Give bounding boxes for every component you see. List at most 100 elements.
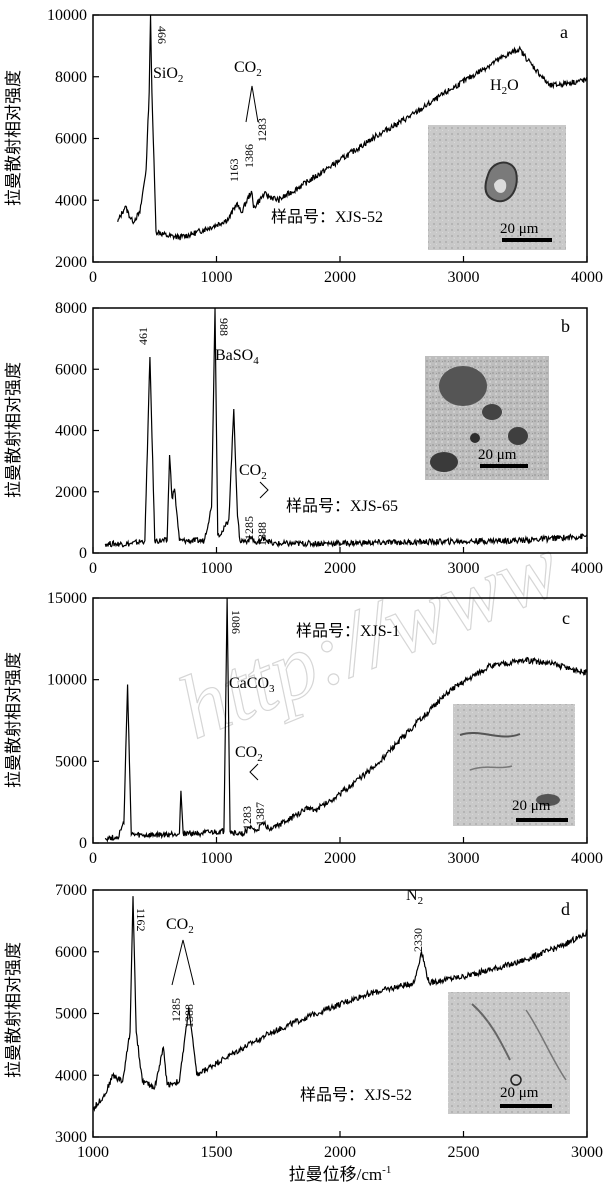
micrograph-d: 20 μm — [448, 992, 570, 1114]
x-tick-label: 3000 — [571, 1144, 603, 1161]
plot-frame-a — [92, 14, 588, 263]
compound-sio2: SiO2 — [153, 65, 183, 85]
peak-label-1283-c: 1283 — [240, 806, 254, 830]
peak-label-1386: 1386 — [242, 144, 256, 168]
scale-bar-label-b: 20 μm — [478, 447, 517, 463]
panel-letter-d: d — [561, 899, 570, 919]
y-ticks-a: 2000 4000 6000 8000 10000 — [47, 7, 99, 271]
co2-pointer-b — [259, 481, 269, 499]
co2-pointer-c — [249, 763, 259, 781]
panel-letter-c: c — [562, 608, 570, 628]
y-tick-label: 6000 — [55, 361, 87, 378]
panel-c: 拉曼散射相对强度 0 5000 10000 15000 0 1000 2000 3000 40… — [4, 590, 603, 867]
y-tick-label: 6000 — [55, 944, 87, 961]
peak-label-1387: 1387 — [253, 802, 267, 826]
co2-pointer-a — [245, 85, 259, 123]
plot-frame-c — [92, 597, 588, 844]
y-tick-label: 7000 — [55, 882, 87, 899]
peak-label-1163: 1163 — [227, 158, 241, 182]
y-axis-label-b: 拉曼散射相对强度 — [4, 362, 23, 498]
y-tick-label: 4000 — [55, 192, 87, 209]
x-tick-label: 4000 — [571, 560, 603, 577]
peak-label-1162: 1162 — [134, 908, 148, 932]
x-tick-label: 1000 — [77, 1144, 109, 1161]
plot-frame-b — [92, 307, 588, 554]
y-tick-label: 5000 — [55, 1006, 87, 1023]
compound-n2: N2 — [406, 887, 423, 907]
y-tick-label: 10000 — [47, 672, 87, 689]
micrograph-b: 20 μm — [425, 356, 549, 480]
sample-label-a: 样品号：XJS-52 — [271, 208, 383, 226]
y-axis-label-d: 拉曼散射相对强度 — [4, 942, 23, 1078]
micrograph-c: 20 μm — [453, 704, 575, 826]
panel-d: 拉曼散射相对强度 3000 4000 5000 6000 7000 1000 1500 20… — [4, 882, 603, 1184]
peak-label-1388: 1388 — [255, 522, 269, 546]
panel-letter-b: b — [561, 316, 570, 336]
peak-label-1285: 1285 — [242, 516, 256, 540]
co2-pointer-d — [171, 939, 195, 986]
peak-label-1283: 1283 — [255, 118, 269, 142]
y-tick-label: 15000 — [47, 590, 87, 607]
y-ticks-c: 0 5000 10000 15000 — [47, 590, 99, 852]
x-tick-label: 4000 — [571, 850, 603, 867]
x-ticks-c: 0 1000 2000 3000 4000 — [89, 837, 603, 867]
x-tick-label: 1500 — [201, 1144, 233, 1161]
compound-baso4: BaSO4 — [215, 347, 259, 367]
compound-co2-a: CO2 — [234, 59, 262, 79]
compound-h2o: H2O — [490, 77, 519, 97]
peak-label-1388-d: 1388 — [182, 1004, 196, 1028]
y-ticks-b: 0 2000 4000 6000 8000 — [55, 300, 99, 562]
scale-bar-label-c: 20 μm — [512, 798, 551, 814]
y-tick-label: 2000 — [55, 484, 87, 501]
plot-frame-d — [92, 889, 588, 1138]
x-tick-label: 2500 — [448, 1144, 480, 1161]
y-axis-label-a: 拉曼散射相对强度 — [4, 70, 23, 206]
panel-letter-a: a — [560, 22, 568, 42]
spectrum-line-b — [104, 307, 588, 548]
x-tick-label: 2000 — [324, 269, 356, 286]
x-tick-label: 2000 — [324, 850, 356, 867]
x-ticks-d: 1000 1500 2000 2500 3000 — [77, 1131, 603, 1161]
y-tick-label: 5000 — [55, 753, 87, 770]
y-axis-label-c: 拉曼散射相对强度 — [4, 652, 23, 788]
x-ticks-b: 0 1000 2000 3000 4000 — [89, 547, 603, 577]
x-ticks-a: 0 1000 2000 3000 4000 — [89, 256, 603, 286]
scale-bar-label-a: 20 μm — [500, 221, 539, 237]
y-tick-label: 8000 — [55, 69, 87, 86]
x-tick-label: 1000 — [201, 850, 233, 867]
y-ticks-d: 3000 4000 5000 6000 7000 — [55, 882, 99, 1146]
x-tick-label: 2000 — [324, 560, 356, 577]
x-tick-label: 0 — [89, 269, 97, 286]
peak-label-1086: 1086 — [229, 610, 243, 634]
peak-label-1285-d: 1285 — [169, 998, 183, 1022]
x-tick-label: 2000 — [324, 1144, 356, 1161]
sample-label-b: 样品号：XJS-65 — [286, 497, 398, 515]
y-tick-label: 0 — [79, 545, 87, 562]
y-tick-label: 8000 — [55, 300, 87, 317]
y-tick-label: 10000 — [47, 7, 87, 24]
y-tick-label: 2000 — [55, 254, 87, 271]
panel-b: 拉曼散射相对强度 0 2000 4000 6000 8000 0 1000 2000 3000… — [4, 300, 603, 577]
spectrum-line-a — [117, 14, 588, 241]
x-axis-label: 拉曼位移/cm-1 — [289, 1164, 392, 1184]
peak-label-988: 988 — [217, 318, 231, 336]
spectrum-line-c — [104, 597, 588, 843]
y-tick-label: 4000 — [55, 1067, 87, 1084]
x-tick-label: 4000 — [571, 269, 603, 286]
peak-label-466: 466 — [155, 26, 169, 44]
x-tick-label: 3000 — [448, 269, 480, 286]
sample-label-d: 样品号：XJS-52 — [300, 1086, 412, 1104]
peak-label-2330: 2330 — [411, 928, 425, 952]
x-tick-label: 0 — [89, 560, 97, 577]
spectrum-line-d — [92, 896, 588, 1113]
panel-a: 拉曼散射相对强度 2000 4000 6000 8000 10000 0 1000 2000… — [4, 7, 603, 286]
compound-co2-d: CO2 — [166, 916, 194, 936]
y-tick-label: 4000 — [55, 423, 87, 440]
y-tick-label: 6000 — [55, 131, 87, 148]
scale-bar-label-d: 20 μm — [500, 1085, 539, 1101]
peak-label-461: 461 — [136, 327, 150, 345]
compound-caco3: CaCO3 — [229, 675, 275, 695]
sample-label-c: 样品号：XJS-1 — [296, 622, 400, 640]
micrograph-a: 20 μm — [428, 125, 566, 250]
